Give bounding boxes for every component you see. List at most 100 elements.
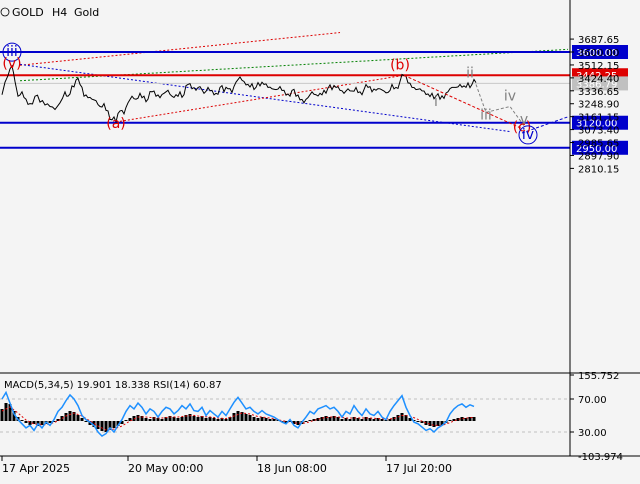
x-tick-label: 20 May 00:00 — [128, 462, 203, 475]
y-tick-label: 3248.90 — [578, 100, 619, 111]
wave-circle — [518, 125, 538, 145]
macd-bar — [408, 418, 412, 421]
macd-bar — [244, 414, 248, 421]
chart-timeframe: H4 — [52, 6, 67, 19]
macd-bar — [136, 415, 140, 421]
y-tick-label: 3687.65 — [578, 35, 619, 46]
chart-symbol: GOLD — [12, 6, 44, 19]
macd-bar — [460, 417, 464, 421]
macd-bar — [428, 421, 432, 426]
macd-bar — [160, 419, 164, 421]
price-line — [1, 64, 477, 124]
macd-bar — [200, 416, 204, 421]
macd-bar — [472, 417, 476, 421]
macd-bar — [220, 418, 224, 421]
macd-bar — [28, 421, 32, 425]
y-tick-label: 2810.15 — [578, 164, 619, 175]
macd-bar — [420, 421, 424, 423]
x-tick-label: 17 Jul 20:00 — [386, 462, 452, 475]
macd-bar — [248, 415, 252, 421]
macd-bar — [284, 421, 288, 423]
macd-bar — [400, 413, 404, 421]
wave-label: (v) — [2, 56, 21, 72]
macd-bar — [412, 420, 416, 421]
macd-bar — [384, 420, 388, 421]
macd-bar — [152, 417, 156, 421]
macd-bar — [392, 417, 396, 421]
y-tick-label: 3161.15 — [578, 113, 619, 124]
wave-label: iv — [522, 127, 534, 143]
y-tick-label: 2897.90 — [578, 151, 619, 162]
macd-bar — [184, 415, 188, 421]
macd-bar — [164, 417, 168, 421]
price-tag-label: 2950.00 — [576, 144, 617, 155]
macd-bar — [404, 415, 408, 421]
macd-bar — [72, 412, 76, 421]
macd-bar — [64, 413, 68, 421]
macd-bar — [276, 420, 280, 421]
macd-bar — [320, 417, 324, 421]
macd-bar — [216, 419, 220, 421]
price-tag-label: 3386.79 — [576, 79, 617, 90]
macd-bar — [352, 417, 356, 421]
macd-bar — [464, 418, 468, 421]
macd-bar — [60, 416, 64, 421]
macd-bar — [316, 418, 320, 421]
macd-bar — [68, 411, 72, 421]
y-tick-label: 3424.40 — [578, 74, 619, 85]
macd-bar — [232, 413, 236, 421]
wave-projection — [403, 74, 523, 130]
macd-bar — [340, 419, 344, 421]
macd-bar — [376, 418, 380, 421]
chart-description: Gold — [74, 6, 99, 19]
macd-bar — [80, 418, 84, 421]
y-tick-label: 2985.65 — [578, 139, 619, 150]
macd-bar — [40, 421, 44, 425]
macd-bar — [188, 414, 192, 421]
price-tag — [572, 140, 628, 155]
y-tick-label: 3336.65 — [578, 87, 619, 98]
macd-bar — [140, 416, 144, 421]
sub-y-tick-label: 30.00 — [578, 428, 607, 439]
macd-bar — [212, 418, 216, 421]
macd-bar — [4, 403, 8, 421]
x-tick-label: 18 Jun 08:00 — [257, 462, 327, 475]
macd-bar — [228, 417, 232, 421]
macd-bar — [312, 419, 316, 421]
macd-bar — [260, 417, 264, 421]
macd-bar — [440, 421, 444, 425]
macd-bar — [344, 418, 348, 421]
macd-bar — [332, 416, 336, 421]
price-tag — [572, 76, 628, 91]
macd-bar — [48, 421, 52, 423]
macd-bar — [336, 417, 340, 421]
macd-bar — [172, 417, 176, 421]
macd-bar — [208, 417, 212, 421]
macd-bar — [196, 417, 200, 421]
macd-bar — [264, 418, 268, 421]
macd-bar — [168, 416, 172, 421]
wave-circle — [2, 42, 22, 62]
macd-bar — [204, 418, 208, 421]
macd-bar — [124, 420, 128, 421]
macd-bar — [468, 417, 472, 421]
wave-label: iv — [504, 88, 516, 104]
macd-bar — [456, 418, 460, 421]
trend-line — [19, 48, 569, 82]
macd-bar — [0, 409, 4, 421]
macd-bar — [84, 421, 88, 422]
trend-line — [19, 63, 511, 133]
indicator-title: MACD(5,34,5) 19.901 18.338 RSI(14) 60.87 — [4, 380, 222, 391]
macd-bar — [236, 411, 240, 421]
wave-label: iii — [6, 44, 18, 60]
wave-label: (b) — [390, 57, 410, 73]
macd-bar — [364, 417, 368, 421]
macd-bar — [432, 421, 436, 427]
macd-bar — [180, 417, 184, 421]
macd-bar — [24, 421, 28, 423]
x-tick-label: 17 Apr 2025 — [2, 462, 70, 475]
macd-bar — [324, 416, 328, 421]
sub-y-tick-label: -103.974 — [578, 452, 623, 463]
price-tag — [572, 115, 628, 130]
macd-bar — [52, 421, 56, 422]
